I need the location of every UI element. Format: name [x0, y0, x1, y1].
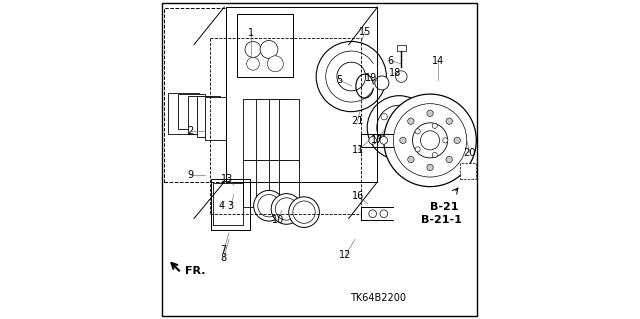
- Text: 13: 13: [221, 174, 234, 184]
- Circle shape: [415, 129, 420, 134]
- Circle shape: [388, 116, 410, 139]
- Circle shape: [377, 105, 422, 150]
- Circle shape: [408, 156, 414, 163]
- Text: 19: 19: [365, 73, 377, 83]
- Circle shape: [260, 41, 278, 58]
- Text: 8: 8: [221, 253, 227, 263]
- Circle shape: [316, 41, 387, 112]
- Circle shape: [408, 118, 414, 124]
- Bar: [178, 94, 205, 129]
- Bar: [188, 96, 212, 134]
- Text: 17: 17: [371, 135, 383, 145]
- Bar: [205, 97, 226, 140]
- Text: 18: 18: [389, 68, 401, 78]
- Circle shape: [413, 123, 447, 158]
- Circle shape: [432, 123, 437, 128]
- Text: 2: 2: [188, 126, 194, 136]
- Circle shape: [258, 195, 280, 217]
- Circle shape: [402, 142, 408, 148]
- Circle shape: [268, 56, 284, 72]
- Text: 11: 11: [352, 145, 364, 155]
- Bar: [164, 8, 226, 182]
- Circle shape: [271, 194, 302, 224]
- Circle shape: [396, 71, 407, 82]
- Text: 6: 6: [387, 56, 393, 66]
- Circle shape: [381, 114, 387, 120]
- Circle shape: [369, 137, 376, 144]
- Bar: [397, 45, 406, 51]
- Circle shape: [293, 201, 316, 223]
- Circle shape: [446, 118, 452, 124]
- Text: 14: 14: [432, 56, 444, 66]
- Circle shape: [427, 110, 433, 116]
- Text: 7: 7: [221, 245, 227, 256]
- Circle shape: [415, 147, 420, 152]
- Text: FR.: FR.: [185, 266, 205, 276]
- Circle shape: [369, 210, 376, 218]
- Text: B-21: B-21: [430, 202, 459, 212]
- Text: 10: 10: [273, 215, 285, 225]
- Circle shape: [415, 124, 421, 131]
- Text: 21: 21: [351, 116, 364, 126]
- Text: 20: 20: [464, 148, 476, 158]
- Circle shape: [427, 164, 433, 171]
- Circle shape: [367, 96, 431, 160]
- Circle shape: [289, 197, 319, 227]
- Text: TK64B2200: TK64B2200: [350, 293, 406, 303]
- Bar: [256, 99, 277, 163]
- Bar: [278, 160, 300, 212]
- Bar: [278, 99, 300, 169]
- Circle shape: [253, 190, 284, 221]
- Text: 4: 4: [219, 201, 225, 211]
- Circle shape: [375, 76, 389, 90]
- Text: 12: 12: [339, 250, 352, 260]
- Circle shape: [380, 137, 388, 144]
- Text: B-21-1: B-21-1: [420, 215, 461, 225]
- Circle shape: [380, 210, 388, 218]
- Text: 9: 9: [188, 170, 194, 181]
- Text: 15: 15: [358, 27, 371, 37]
- Bar: [256, 160, 277, 209]
- Text: 16: 16: [352, 191, 364, 201]
- Bar: [197, 96, 220, 137]
- Circle shape: [245, 41, 261, 57]
- Bar: [168, 93, 199, 134]
- Circle shape: [420, 131, 440, 150]
- Circle shape: [394, 104, 467, 177]
- Circle shape: [443, 138, 448, 143]
- Bar: [269, 99, 290, 166]
- Circle shape: [246, 57, 259, 70]
- Bar: [269, 160, 290, 211]
- Bar: [237, 14, 293, 77]
- Circle shape: [400, 137, 406, 144]
- Circle shape: [275, 198, 298, 220]
- Circle shape: [454, 137, 460, 144]
- Circle shape: [402, 107, 408, 113]
- Circle shape: [384, 94, 476, 187]
- Text: 3: 3: [228, 201, 234, 211]
- Text: 5: 5: [336, 75, 342, 85]
- Circle shape: [446, 156, 452, 163]
- Bar: [243, 160, 264, 207]
- Circle shape: [432, 152, 437, 158]
- Bar: [243, 99, 264, 160]
- Circle shape: [381, 135, 387, 142]
- Text: 1: 1: [248, 28, 255, 39]
- Bar: [460, 163, 476, 179]
- Circle shape: [337, 62, 365, 91]
